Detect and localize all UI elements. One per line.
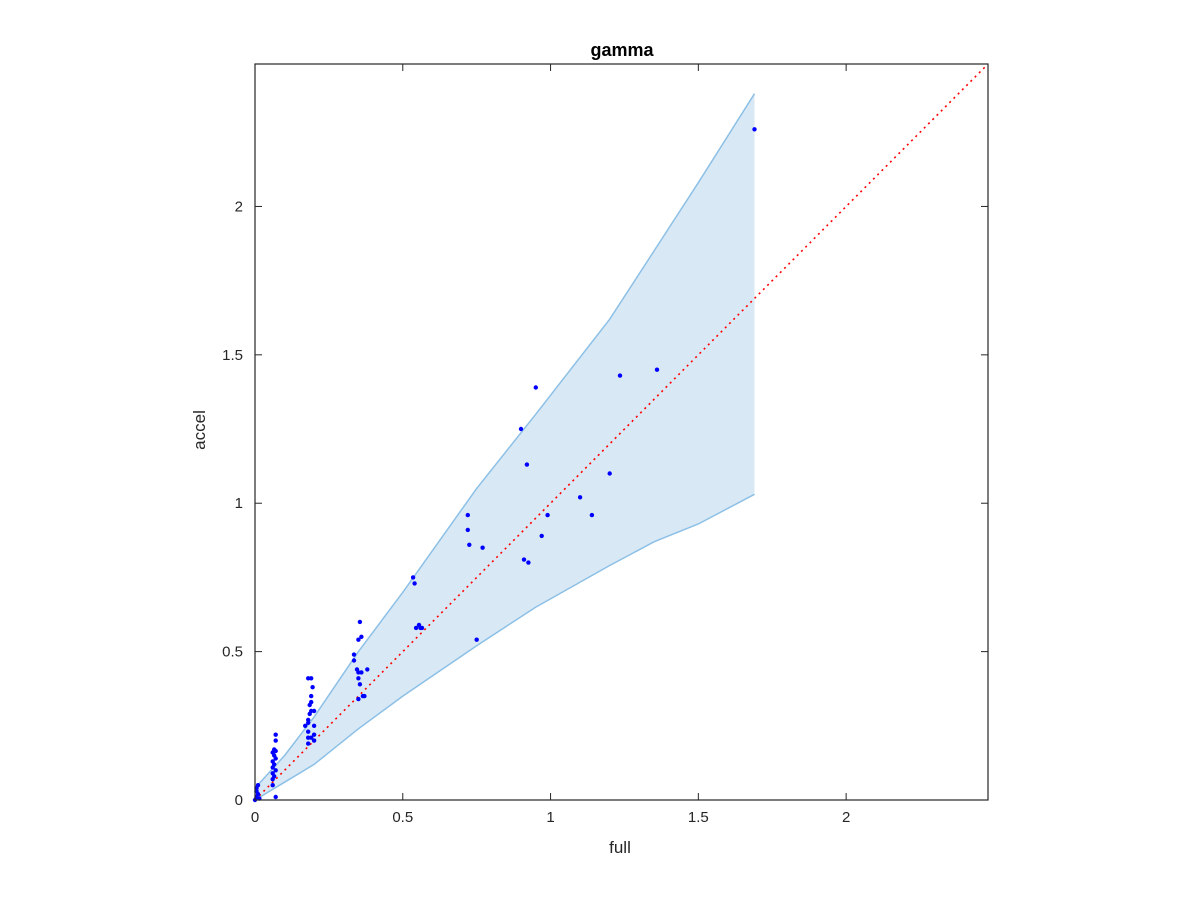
data-point bbox=[607, 471, 612, 476]
x-tick-label: 1.5 bbox=[688, 809, 709, 826]
y-tick-label: 2 bbox=[235, 198, 243, 215]
data-point bbox=[351, 652, 357, 657]
data-point bbox=[474, 637, 479, 642]
data-point bbox=[359, 670, 364, 675]
y-tick-label: 1 bbox=[235, 495, 243, 512]
chart-title: gamma bbox=[590, 40, 654, 60]
confidence-band bbox=[254, 93, 756, 801]
data-point bbox=[306, 741, 311, 746]
x-tick-label: 1 bbox=[546, 809, 554, 826]
data-point bbox=[272, 747, 277, 752]
data-point bbox=[310, 685, 315, 690]
data-point bbox=[357, 619, 363, 625]
data-point bbox=[270, 783, 275, 788]
plot-frame bbox=[254, 63, 989, 801]
y-tick-label: 1.5 bbox=[222, 347, 243, 364]
x-tick-label: 0 bbox=[251, 809, 259, 826]
data-point bbox=[309, 699, 314, 705]
data-point bbox=[362, 693, 367, 699]
data-point bbox=[413, 625, 419, 631]
data-point bbox=[539, 533, 544, 539]
data-point bbox=[465, 512, 470, 518]
data-point bbox=[356, 637, 361, 642]
data-point bbox=[311, 723, 317, 728]
data-point bbox=[356, 696, 361, 702]
x-axis-label: full bbox=[609, 838, 631, 857]
y-axis-label: accel bbox=[190, 410, 209, 450]
data-point bbox=[617, 373, 623, 378]
data-point bbox=[410, 575, 416, 580]
data-point bbox=[311, 732, 317, 737]
data-point bbox=[467, 542, 472, 547]
data-point bbox=[273, 738, 278, 743]
reference-line-y-equals-x bbox=[254, 63, 989, 801]
data-point bbox=[412, 581, 417, 586]
data-point bbox=[273, 768, 278, 773]
scatter-series bbox=[252, 127, 757, 803]
data-point bbox=[526, 560, 531, 565]
data-point bbox=[306, 729, 311, 734]
x-tick-label: 2 bbox=[842, 809, 850, 826]
data-point bbox=[273, 732, 278, 737]
y-tick-label: 0.5 bbox=[222, 644, 243, 661]
data-point bbox=[351, 658, 357, 663]
data-point bbox=[306, 717, 311, 723]
band-upper-edge bbox=[254, 93, 756, 789]
data-point bbox=[357, 682, 363, 687]
data-point bbox=[311, 738, 317, 743]
data-point bbox=[518, 426, 524, 432]
data-point bbox=[270, 759, 275, 764]
data-point bbox=[654, 367, 660, 372]
data-point bbox=[255, 783, 261, 788]
data-point bbox=[589, 512, 595, 518]
y-tick-label: 0 bbox=[235, 792, 243, 809]
band-lower-edge bbox=[254, 493, 755, 801]
tick-labels: 0 0.5 1 1.5 2 0 0.5 1 1.5 2 bbox=[222, 198, 850, 826]
data-point bbox=[545, 512, 550, 518]
axes bbox=[254, 63, 989, 801]
tick-marks bbox=[254, 64, 988, 801]
data-point bbox=[311, 708, 317, 714]
x-tick-label: 0.5 bbox=[392, 809, 413, 826]
data-point bbox=[270, 771, 275, 776]
data-point bbox=[752, 127, 757, 132]
reference-line bbox=[254, 63, 989, 801]
data-point bbox=[465, 527, 470, 533]
data-point bbox=[309, 693, 314, 699]
data-point bbox=[356, 676, 361, 681]
data-point bbox=[524, 462, 530, 467]
data-point bbox=[303, 723, 308, 728]
data-point bbox=[359, 634, 364, 639]
data-point bbox=[365, 667, 370, 672]
data-point bbox=[480, 545, 485, 550]
data-point bbox=[521, 557, 527, 562]
data-point bbox=[273, 794, 278, 800]
data-point bbox=[533, 385, 538, 390]
data-point bbox=[309, 735, 314, 740]
data-point bbox=[306, 676, 311, 681]
data-point bbox=[419, 625, 425, 631]
data-point bbox=[577, 495, 583, 500]
